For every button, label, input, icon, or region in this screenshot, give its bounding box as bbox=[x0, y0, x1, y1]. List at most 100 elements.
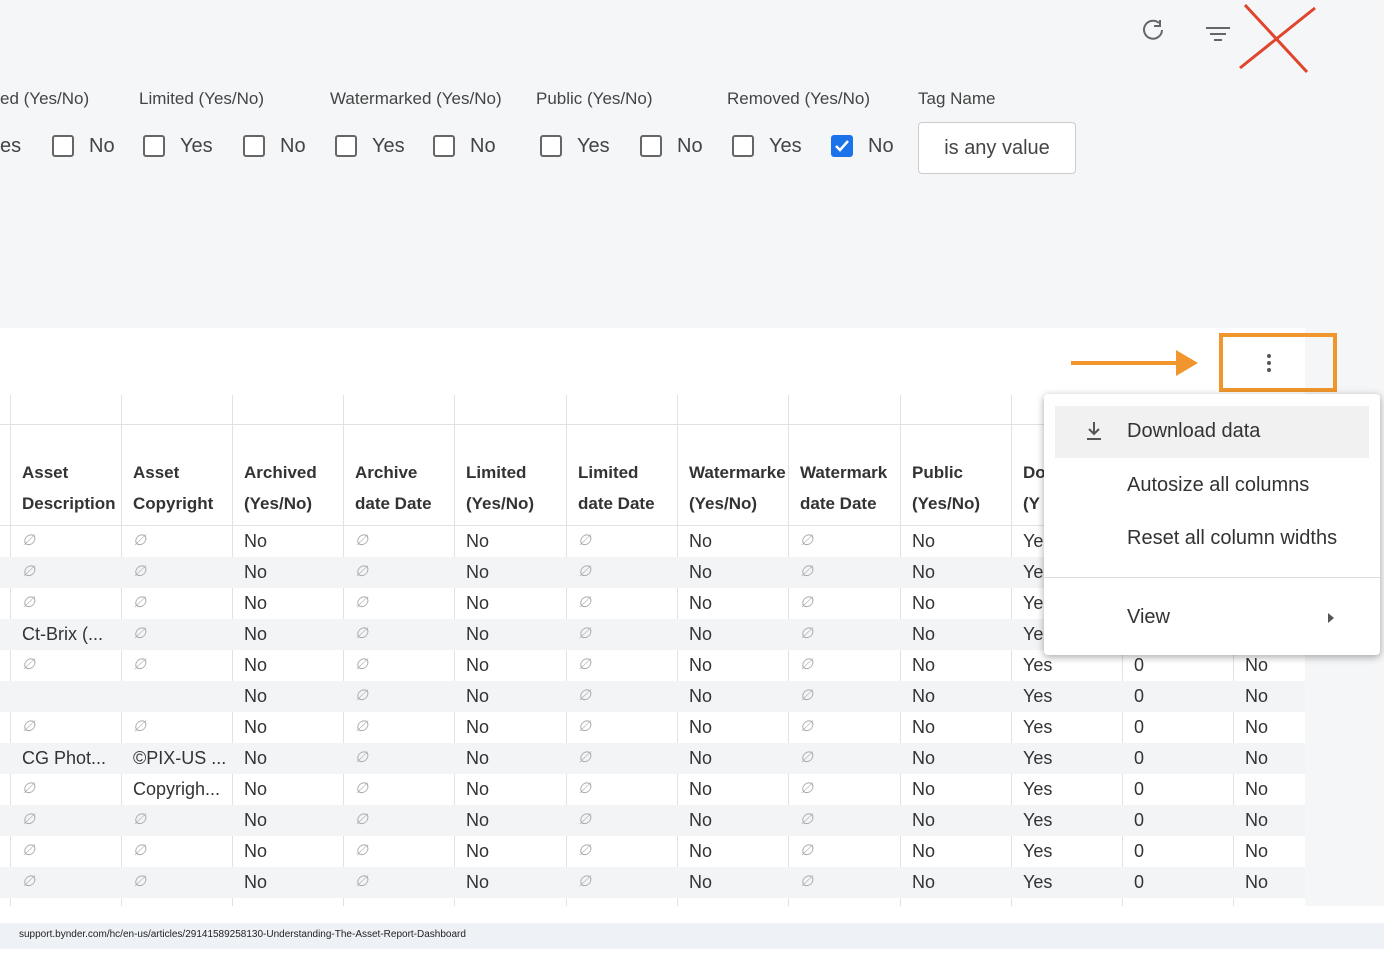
table-cell: ∅ bbox=[133, 656, 147, 673]
table-cell: No bbox=[1245, 717, 1269, 737]
checkbox[interactable] bbox=[433, 135, 455, 157]
checkbox-label[interactable]: No bbox=[280, 135, 306, 157]
filter-label: ed (Yes/No) bbox=[0, 89, 90, 108]
table-cell: No bbox=[466, 717, 490, 737]
table-cell: No bbox=[466, 593, 490, 613]
table-cell: No bbox=[689, 779, 713, 799]
column-divider bbox=[10, 395, 11, 906]
menu-item[interactable]: Autosize all columns bbox=[1127, 474, 1310, 496]
table-cell: No bbox=[912, 872, 936, 892]
url-text[interactable]: support.bynder.com/hc/en-us/articles/291… bbox=[19, 929, 466, 940]
table-cell: No bbox=[689, 717, 713, 737]
table-cell: No bbox=[244, 810, 268, 830]
table-cell: No bbox=[1245, 686, 1269, 706]
table-cell: ∅ bbox=[355, 625, 369, 642]
menu-highlight bbox=[1055, 406, 1369, 458]
checkbox-label[interactable]: No bbox=[677, 135, 703, 157]
table-cell: No bbox=[912, 624, 936, 644]
table-cell: No bbox=[466, 686, 490, 706]
checkbox[interactable] bbox=[732, 135, 754, 157]
table-cell: ∅ bbox=[578, 532, 592, 549]
table-cell: Ye bbox=[1023, 593, 1044, 613]
table-cell: ∅ bbox=[133, 811, 147, 828]
table-cell: ∅ bbox=[800, 687, 814, 704]
table-cell: ©PIX-US ... bbox=[133, 748, 227, 768]
table-cell: ∅ bbox=[800, 563, 814, 580]
table-cell: ∅ bbox=[800, 718, 814, 735]
table-cell: No bbox=[689, 841, 713, 861]
row-stripe bbox=[0, 743, 1305, 774]
checkbox[interactable] bbox=[143, 135, 165, 157]
table-cell: ∅ bbox=[22, 780, 36, 797]
checkbox[interactable] bbox=[243, 135, 265, 157]
checkbox-label[interactable]: No bbox=[868, 135, 894, 157]
checkbox-label[interactable]: Yes bbox=[180, 135, 213, 157]
refresh-icon[interactable] bbox=[1143, 19, 1163, 40]
table-cell: No bbox=[1245, 748, 1269, 768]
table-cell: ∅ bbox=[578, 563, 592, 580]
header-border bbox=[0, 525, 1305, 526]
table-cell: 0 bbox=[1134, 810, 1145, 830]
tag-select[interactable]: is any value bbox=[918, 122, 1076, 174]
table-cell: ∅ bbox=[355, 718, 369, 735]
checkbox-label[interactable]: Yes bbox=[577, 135, 610, 157]
table-cell: ∅ bbox=[22, 873, 36, 890]
table-cell: Yes bbox=[1023, 810, 1053, 830]
checkbox[interactable] bbox=[52, 135, 74, 157]
column-header: Archive bbox=[355, 463, 418, 482]
checkbox-label[interactable]: No bbox=[89, 135, 115, 157]
row-stripe bbox=[0, 681, 1305, 712]
table-cell: ∅ bbox=[355, 563, 369, 580]
table-cell: No bbox=[244, 531, 268, 551]
column-header: (Yes/No) bbox=[466, 494, 535, 513]
checkbox-label[interactable]: No bbox=[470, 135, 496, 157]
table-cell: No bbox=[689, 872, 713, 892]
table-cell: No bbox=[689, 748, 713, 768]
table-cell: Ye bbox=[1023, 624, 1044, 644]
table-cell: No bbox=[689, 655, 713, 675]
column-header: Copyright bbox=[133, 494, 214, 513]
table-cell: ∅ bbox=[578, 780, 592, 797]
column-divider bbox=[232, 395, 233, 906]
menu-dot[interactable] bbox=[1267, 361, 1271, 365]
filter-icon[interactable] bbox=[1206, 27, 1230, 41]
submenu-arrow bbox=[1327, 611, 1335, 629]
column-header: date Date bbox=[578, 494, 655, 513]
table-cell: Yes bbox=[1023, 779, 1053, 799]
table-cell: No bbox=[244, 872, 268, 892]
table-cell: No bbox=[912, 841, 936, 861]
column-header: Watermark bbox=[800, 463, 888, 482]
table-cell: No bbox=[912, 748, 936, 768]
table-cell: ∅ bbox=[800, 873, 814, 890]
table-cell: 0 bbox=[1134, 841, 1145, 861]
table-cell: ∅ bbox=[578, 873, 592, 890]
column-header: date Date bbox=[355, 494, 432, 513]
column-header: (Yes/No) bbox=[244, 494, 313, 513]
table-cell: No bbox=[466, 562, 490, 582]
table-cell: ∅ bbox=[800, 625, 814, 642]
table-cell: No bbox=[912, 655, 936, 675]
url-field bbox=[0, 923, 1384, 949]
arrow-head bbox=[1176, 350, 1198, 376]
checkbox-label[interactable]: es bbox=[0, 135, 22, 157]
checkbox[interactable] bbox=[640, 135, 662, 157]
table-cell: CG Phot... bbox=[22, 748, 107, 768]
menu-item[interactable]: Download data bbox=[1127, 420, 1261, 442]
table-cell: No bbox=[689, 686, 713, 706]
column-header: (Yes/No) bbox=[912, 494, 981, 513]
menu-item[interactable]: View bbox=[1127, 606, 1170, 628]
checkbox-label[interactable]: Yes bbox=[769, 135, 802, 157]
menu-dot[interactable] bbox=[1267, 354, 1271, 358]
table-cell: ∅ bbox=[133, 563, 147, 580]
checkbox-label[interactable]: Yes bbox=[372, 135, 405, 157]
menu-dot[interactable] bbox=[1267, 368, 1271, 372]
checkbox[interactable] bbox=[540, 135, 562, 157]
checkbox[interactable] bbox=[831, 135, 853, 157]
table-cell: ∅ bbox=[578, 811, 592, 828]
table-cell: ∅ bbox=[578, 749, 592, 766]
table-cell: ∅ bbox=[355, 656, 369, 673]
menu-item[interactable]: Reset all column widths bbox=[1127, 527, 1338, 549]
table-cell: 0 bbox=[1134, 686, 1145, 706]
checkbox[interactable] bbox=[335, 135, 357, 157]
column-header: (Yes/No) bbox=[689, 494, 758, 513]
